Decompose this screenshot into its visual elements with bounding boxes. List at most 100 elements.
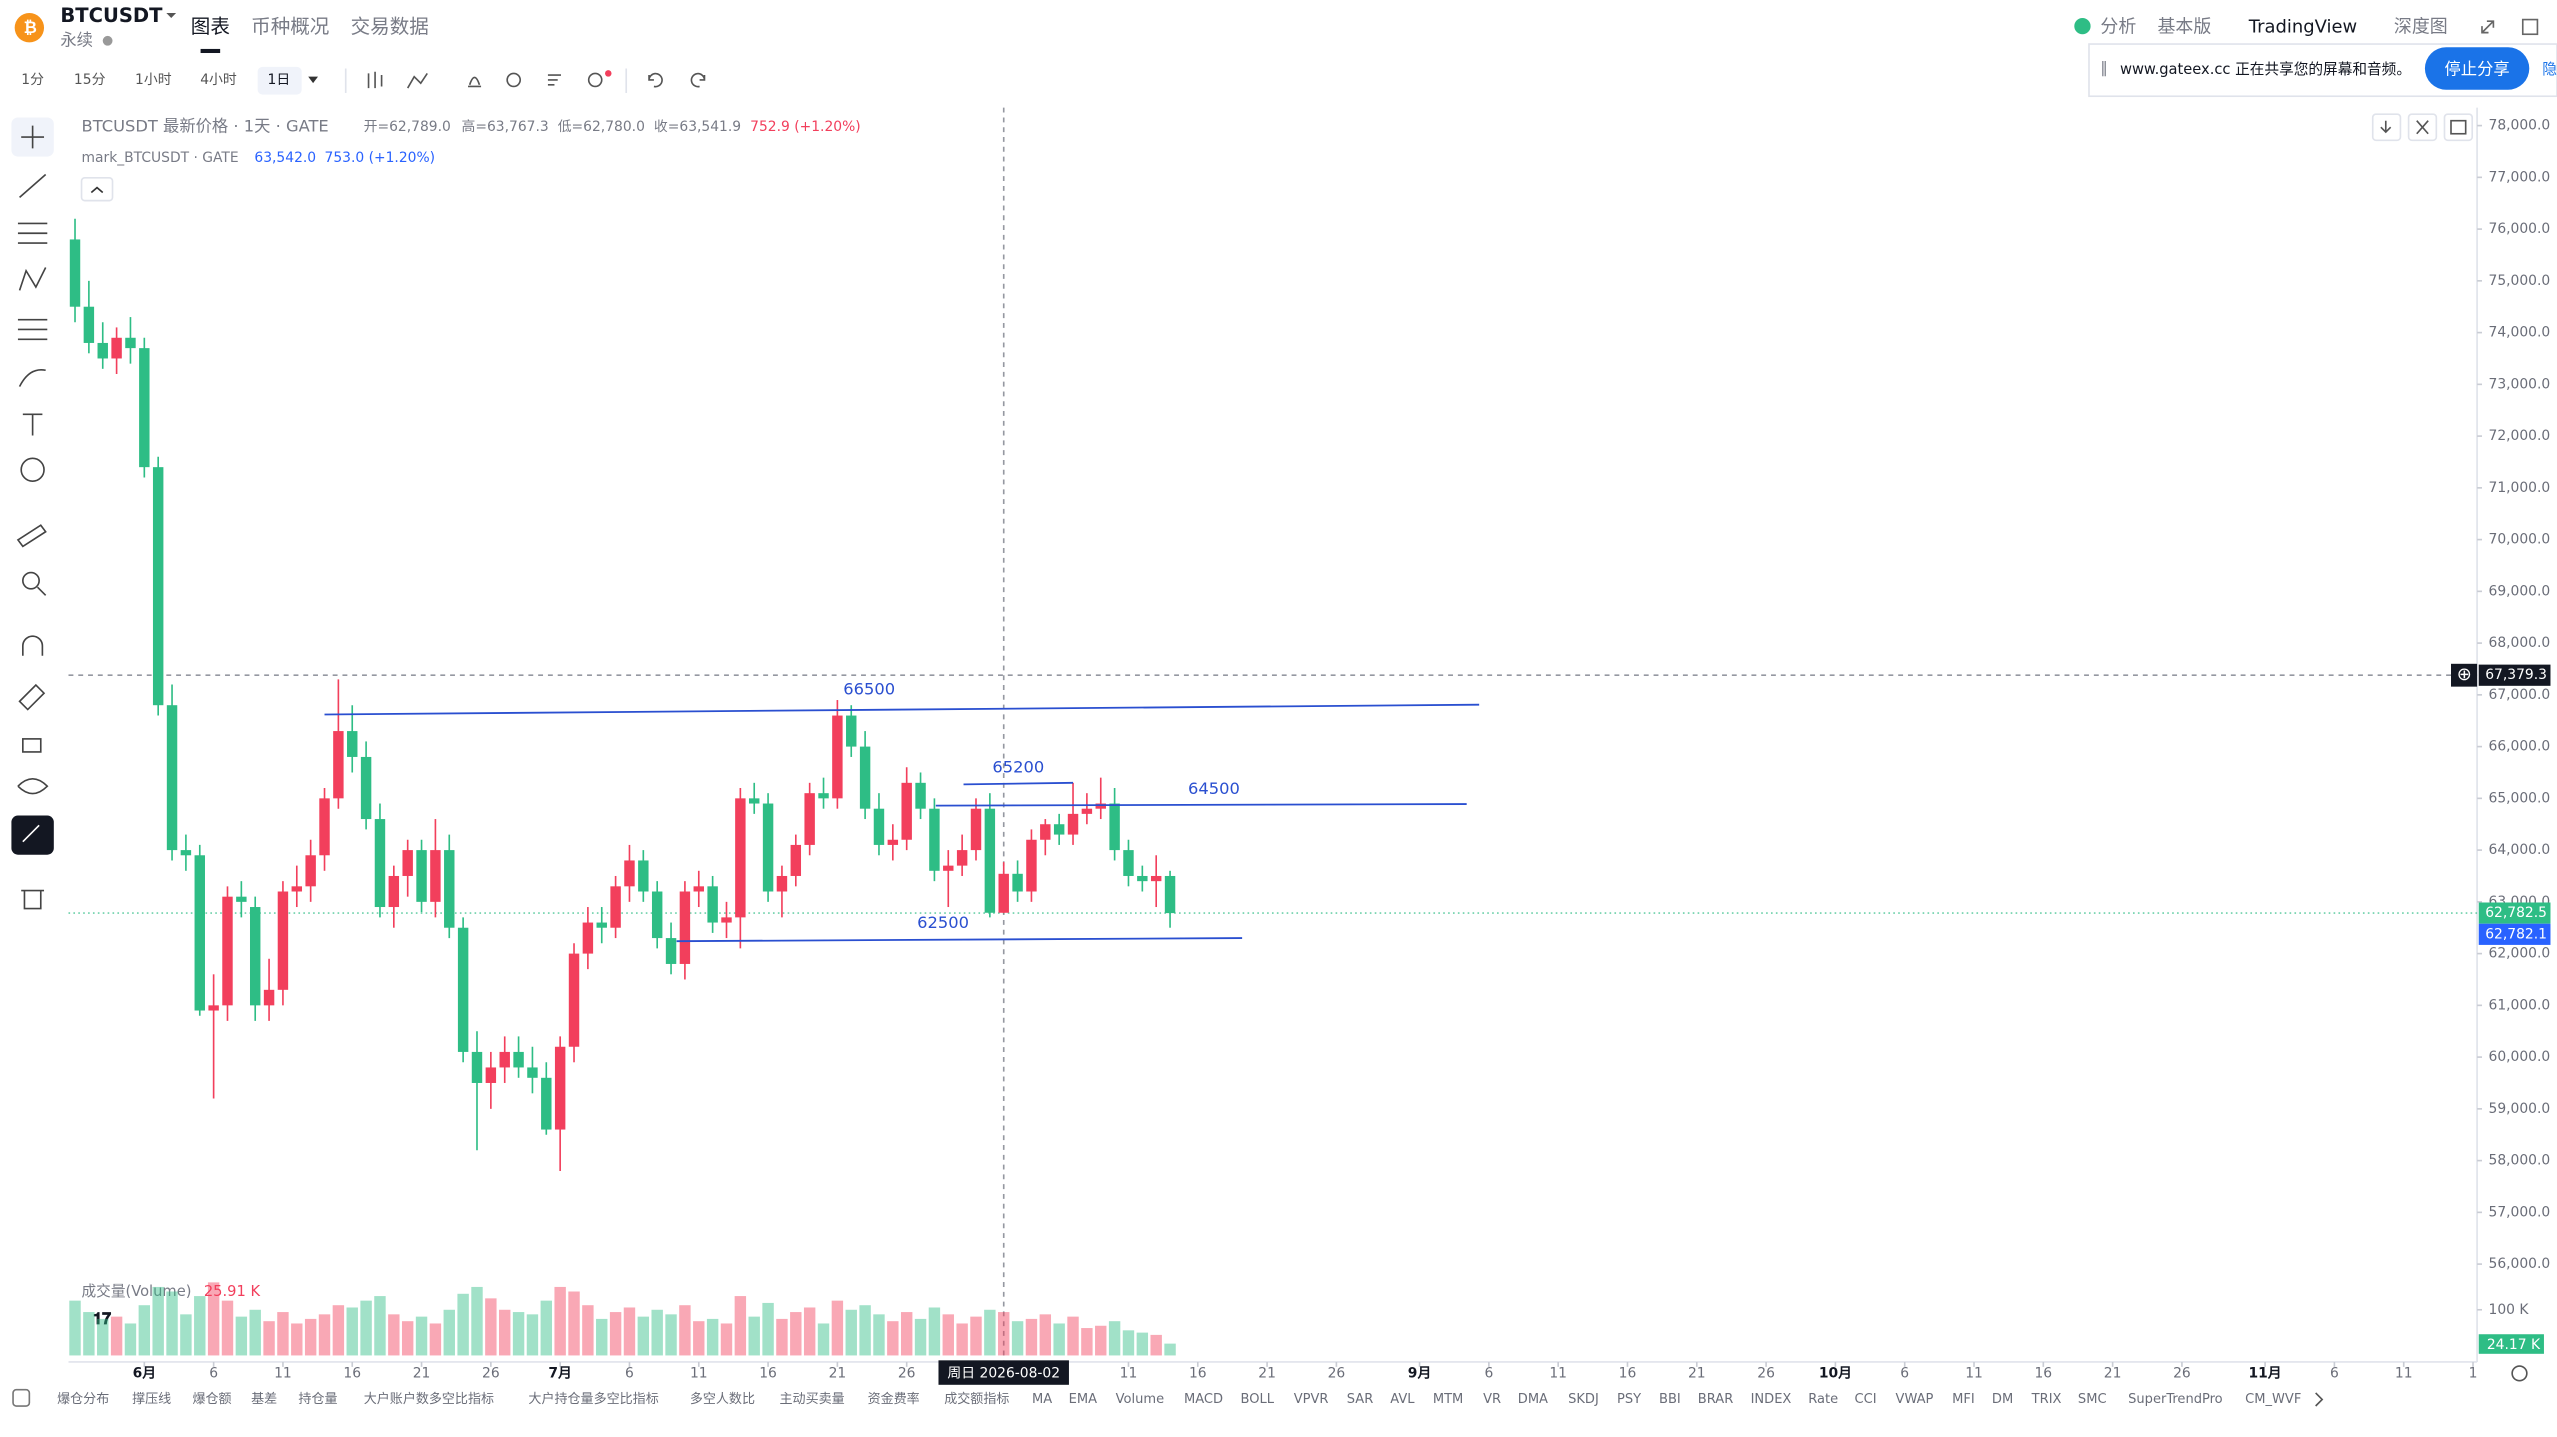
indicator-tab[interactable]: BRAR — [1698, 1392, 1733, 1407]
indicator-tab[interactable]: 成交额指标 — [944, 1391, 1009, 1407]
indicator-tab[interactable]: SKDJ — [1568, 1392, 1599, 1407]
interval[interactable]: 1分 — [21, 72, 44, 88]
candle-body — [305, 855, 316, 887]
indicator-tab[interactable]: Rate — [1808, 1392, 1838, 1407]
volume-bar — [1095, 1325, 1107, 1356]
candle-body — [901, 782, 912, 840]
indicator-tab[interactable]: 爆仓额 — [192, 1392, 231, 1407]
indicator-tab[interactable]: 持仓量 — [298, 1392, 337, 1407]
price-tick-label: 62,000.0 — [2489, 946, 2551, 962]
indicator-tab[interactable]: 爆仓分布 — [57, 1392, 109, 1407]
indicator-tab[interactable]: MA — [1032, 1392, 1052, 1407]
indicator-tab[interactable]: CM_WVF — [2245, 1392, 2301, 1407]
price-tick-label: 57,000.0 — [2489, 1204, 2551, 1220]
indicator-tab[interactable]: SuperTrendPro — [2128, 1392, 2223, 1407]
top-link[interactable]: 基本版 — [2157, 17, 2211, 38]
indicator-tab[interactable]: EMA — [1069, 1392, 1097, 1407]
tab[interactable]: 交易数据 — [351, 15, 429, 38]
indicator-tab[interactable]: 撑压线 — [132, 1392, 171, 1407]
mark-title: mark_BTCUSDT · GATE — [82, 150, 239, 166]
symbol-caret[interactable] — [166, 13, 177, 18]
indicator-tab[interactable]: 基差 — [251, 1392, 277, 1407]
indicator-tab[interactable]: CCI — [1855, 1392, 1877, 1407]
settings-icon[interactable] — [2511, 1365, 2528, 1382]
calendar-icon[interactable] — [12, 1388, 31, 1407]
interval[interactable]: 1小时 — [135, 72, 172, 88]
indicator-tab[interactable]: SAR — [1347, 1392, 1373, 1407]
expand-icon[interactable] — [2481, 20, 2495, 34]
indicator-tab[interactable]: MFI — [1952, 1392, 1975, 1407]
symbol[interactable]: BTCUSDT — [60, 4, 163, 27]
volume-bar — [443, 1309, 455, 1356]
candle-body — [776, 875, 788, 892]
interval[interactable]: 1日 — [268, 72, 291, 88]
candle-body — [319, 798, 330, 856]
candle-body — [180, 850, 192, 856]
volume-bar — [1081, 1328, 1093, 1356]
tab[interactable]: 币种概况 — [251, 15, 329, 38]
candle-body — [444, 850, 455, 928]
candle-body — [735, 798, 746, 918]
candle-body — [249, 907, 261, 1006]
top-link[interactable]: 分析 — [2100, 17, 2136, 38]
candle-body — [236, 896, 247, 902]
price-marker-bg — [2478, 923, 2551, 945]
indicator-tab[interactable]: DMA — [1518, 1392, 1548, 1407]
candle-body — [166, 705, 178, 851]
legend-change: 752.9 (+1.20%) — [750, 119, 861, 135]
volume-bar — [1039, 1314, 1052, 1356]
indicator-tab[interactable]: SMC — [2078, 1392, 2107, 1407]
hide-link[interactable]: 隐 — [2542, 61, 2557, 78]
drawing-tools[interactable] — [11, 117, 54, 910]
stop-share-label[interactable]: 停止分享 — [2445, 60, 2510, 79]
indicator-tab[interactable]: TRIX — [2031, 1392, 2062, 1407]
indicator-tab[interactable]: 大户持仓量多空比指标 — [528, 1391, 658, 1407]
indicator-tab[interactable]: INDEX — [1751, 1392, 1792, 1407]
volume-bar — [207, 1282, 220, 1356]
indicator-tab[interactable]: BOLL — [1241, 1392, 1275, 1407]
time-tick-label: 21 — [413, 1365, 431, 1381]
interval-caret[interactable] — [308, 76, 318, 84]
candle-body — [596, 922, 607, 928]
toolbar-icons[interactable] — [367, 68, 706, 93]
more-arrow[interactable] — [2315, 1392, 2324, 1407]
chart-controls[interactable] — [2371, 113, 2474, 142]
indicator-tab[interactable]: BBI — [1659, 1392, 1681, 1407]
top-link[interactable]: TradingView — [2248, 17, 2357, 38]
volume-bar — [318, 1314, 331, 1356]
legend-open: 开=62,789.0 — [364, 119, 451, 135]
indicator-tab[interactable]: DM — [1992, 1392, 2013, 1407]
indicator-tab[interactable]: 资金费率 — [868, 1391, 920, 1407]
candle-body — [846, 715, 857, 747]
indicator-tab[interactable]: VR — [1483, 1392, 1501, 1407]
time-tick-label: 11月 — [2249, 1365, 2282, 1381]
stop-share-button[interactable] — [2424, 47, 2530, 90]
fullscreen-icon[interactable] — [2521, 18, 2539, 36]
candle-body — [430, 850, 441, 902]
indicator-tab[interactable]: MTM — [1433, 1392, 1463, 1407]
interval[interactable]: 4小时 — [200, 72, 237, 88]
indicator-tab[interactable]: PSY — [1617, 1392, 1641, 1407]
indicator-tab[interactable]: 多空人数比 — [690, 1391, 755, 1407]
volume-bar — [873, 1314, 885, 1356]
indicator-tab[interactable]: 大户账户数多空比指标 — [364, 1391, 494, 1407]
top-link[interactable]: 深度图 — [2394, 17, 2448, 38]
candle-body — [457, 927, 469, 1052]
indicator-tab[interactable]: Volume — [1116, 1392, 1164, 1407]
candle-body — [1012, 873, 1023, 892]
candle-body — [1081, 808, 1093, 814]
indicator-tab[interactable]: AVL — [1390, 1392, 1415, 1407]
time-tick-label: 21 — [2104, 1365, 2122, 1381]
tab[interactable]: 图表 — [191, 15, 230, 38]
indicator-tab[interactable]: VPVR — [1294, 1392, 1329, 1407]
volume-bar — [83, 1312, 95, 1356]
indicator-tab[interactable]: MACD — [1184, 1392, 1223, 1407]
collapse-button[interactable] — [80, 176, 114, 202]
interval[interactable]: 15分 — [74, 72, 106, 88]
indicator-tab[interactable]: VWAP — [1896, 1392, 1934, 1407]
volume-bar — [596, 1318, 608, 1356]
volume-bar — [803, 1307, 816, 1356]
indicator-tab[interactable]: 主动买卖量 — [780, 1392, 845, 1407]
